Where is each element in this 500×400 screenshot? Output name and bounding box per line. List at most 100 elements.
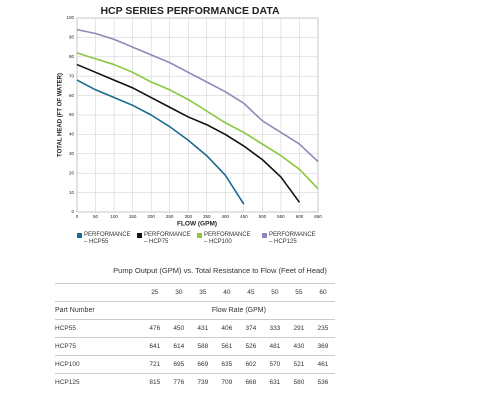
table-row: HCP125 815 776 739 709 668 631 580 536 xyxy=(55,373,335,391)
table-row: HCP75 641 614 588 561 526 481 430 369 xyxy=(55,337,335,356)
x-tick-label: 200 xyxy=(147,214,155,219)
table-header-cell: 45 xyxy=(238,283,263,302)
table-cell: 431 xyxy=(190,319,215,338)
legend-swatch xyxy=(262,233,267,238)
y-tick-label: 70 xyxy=(69,73,75,78)
y-axis-label: TOTAL HEAD (FT OF WATER) xyxy=(58,73,64,157)
legend-item: PERFORMANCE – HCP75 xyxy=(137,232,195,246)
table-cell: HCP125 xyxy=(55,373,143,391)
table-cell: 631 xyxy=(262,373,287,391)
x-tick-label: 350 xyxy=(203,214,211,219)
series-line xyxy=(76,79,245,205)
x-tick-label: 600 xyxy=(296,214,304,219)
table-row: Part Number Flow Rate (GPM) xyxy=(55,301,335,320)
y-tick-label: 30 xyxy=(69,151,75,156)
table-header-cell: 60 xyxy=(310,283,335,302)
table-cell: 580 xyxy=(286,373,311,391)
table-cell xyxy=(55,283,143,302)
legend-item: PERFORMANCE – HCP100 xyxy=(197,232,255,246)
table-cell: 461 xyxy=(310,355,335,374)
table-cell: 561 xyxy=(214,337,239,356)
table-cell: 536 xyxy=(310,373,335,391)
table-cell: 235 xyxy=(310,319,335,338)
table: 25 30 35 40 45 50 55 60 Part Number Flow Rate (GP… xyxy=(55,283,335,391)
series-line xyxy=(76,52,319,190)
y-tick-label: 50 xyxy=(69,112,75,117)
y-tick-label: 0 xyxy=(71,209,74,214)
legend-swatch xyxy=(197,233,202,238)
table-header-cell: Flow Rate (GPM) xyxy=(142,301,335,320)
table-row: HCP55 476 450 431 406 374 333 291 235 xyxy=(55,319,335,338)
x-tick-label: 650 xyxy=(314,214,322,219)
legend-swatch xyxy=(137,233,142,238)
x-tick-label: 0 xyxy=(76,214,79,219)
table-header-cell: 30 xyxy=(166,283,191,302)
legend-label: PERFORMANCE – HCP100 xyxy=(204,232,251,245)
x-tick-label: 100 xyxy=(110,214,118,219)
table-cell: 709 xyxy=(214,373,239,391)
table-header-cell: 35 xyxy=(190,283,215,302)
table-cell: HCP75 xyxy=(55,337,143,356)
series-line xyxy=(76,63,301,203)
legend-label: PERFORMANCE – HCP75 xyxy=(144,232,191,245)
x-tick-label: 250 xyxy=(166,214,174,219)
table-header-cell: Part Number xyxy=(55,301,143,320)
legend-item: PERFORMANCE – HCP125 xyxy=(262,232,320,246)
table-header-cell: 40 xyxy=(214,283,239,302)
x-tick-label: 500 xyxy=(259,214,267,219)
x-axis-label: FLOW (GPM) xyxy=(177,221,217,228)
table-cell: 521 xyxy=(286,355,311,374)
table-cell: 815 xyxy=(142,373,167,391)
table-cell: 739 xyxy=(190,373,215,391)
y-tick-label: 90 xyxy=(69,35,75,40)
table-header-cell: 25 xyxy=(142,283,167,302)
table-row: 25 30 35 40 45 50 55 60 xyxy=(55,283,335,302)
table-row: HCP100 721 695 669 635 602 570 521 461 xyxy=(55,355,335,374)
chart-title: HCP SERIES PERFORMANCE DATA xyxy=(100,5,280,17)
table-cell: 588 xyxy=(190,337,215,356)
table-cell: 669 xyxy=(190,355,215,374)
table-cell: 776 xyxy=(166,373,191,391)
table-title: Pump Output (GPM) vs. Total Resistance t… xyxy=(113,266,327,275)
table-cell: 450 xyxy=(166,319,191,338)
table-cell: 570 xyxy=(262,355,287,374)
table-cell: 333 xyxy=(262,319,287,338)
chart: HCP SERIES PERFORMANCE DATA FLOW (GPM) T… xyxy=(58,5,323,228)
table-cell: 430 xyxy=(286,337,311,356)
table-cell: 641 xyxy=(142,337,167,356)
table-cell: 721 xyxy=(142,355,167,374)
table-cell: 526 xyxy=(238,337,263,356)
table-cell: 481 xyxy=(262,337,287,356)
x-tick-label: 300 xyxy=(184,214,192,219)
table-cell: 374 xyxy=(238,319,263,338)
table-cell: 695 xyxy=(166,355,191,374)
legend-label: PERFORMANCE – HCP55 xyxy=(84,232,131,245)
y-tick-label: 60 xyxy=(69,93,75,98)
x-tick-label: 450 xyxy=(240,214,248,219)
table-cell: 406 xyxy=(214,319,239,338)
x-tick-label: 400 xyxy=(222,214,230,219)
x-tick-label: 550 xyxy=(277,214,285,219)
legend-item: PERFORMANCE – HCP55 xyxy=(77,232,135,246)
table-cell: 602 xyxy=(238,355,263,374)
table-cell: 614 xyxy=(166,337,191,356)
table-cell: 668 xyxy=(238,373,263,391)
x-tick-label: 50 xyxy=(93,214,99,219)
table-cell: 476 xyxy=(142,319,167,338)
table-header-cell: 50 xyxy=(262,283,287,302)
table-header-cell: 55 xyxy=(286,283,311,302)
table-cell: 291 xyxy=(286,319,311,338)
y-tick-label: 100 xyxy=(66,15,74,20)
x-tick-label: 150 xyxy=(129,214,137,219)
legend-swatch xyxy=(77,233,82,238)
y-tick-label: 80 xyxy=(69,54,75,59)
table-cell: HCP55 xyxy=(55,319,143,338)
series-line xyxy=(76,28,319,163)
y-tick-label: 10 xyxy=(69,190,75,195)
table-cell: HCP100 xyxy=(55,355,143,374)
table-cell: 635 xyxy=(214,355,239,374)
legend-label: PERFORMANCE – HCP125 xyxy=(269,232,316,245)
table-cell: 369 xyxy=(310,337,335,356)
y-tick-label: 20 xyxy=(69,170,75,175)
